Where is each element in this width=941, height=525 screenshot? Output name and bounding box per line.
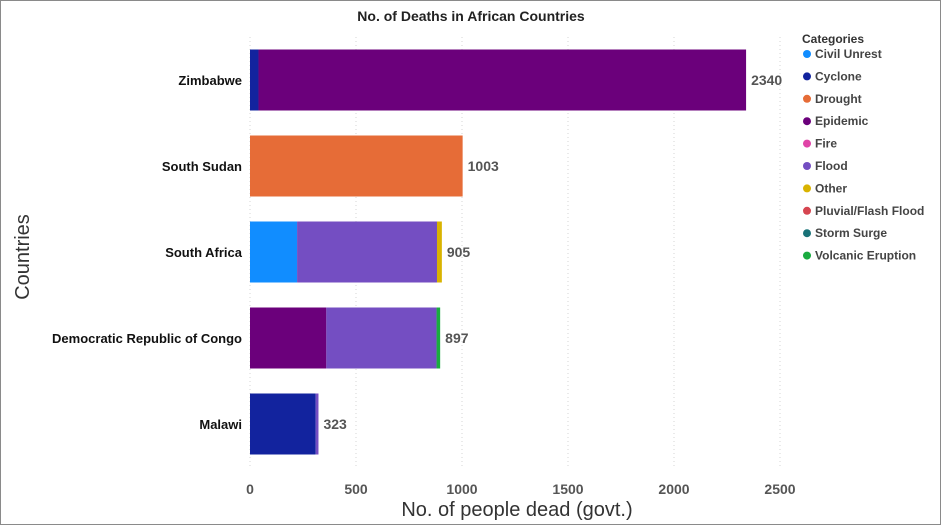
total-label-zimbabwe: 2340 [751, 72, 782, 88]
legend-marker [803, 229, 811, 238]
category-label-malawi: Malawi [199, 417, 242, 432]
legend-item-pluvial-flash-flood[interactable]: Pluvial/Flash Flood [803, 204, 924, 218]
legend-marker [803, 117, 811, 126]
legend-item-other[interactable]: Other [803, 181, 847, 195]
legend-item-fire[interactable]: Fire [803, 137, 837, 151]
y-axis-title: Countries [12, 214, 34, 300]
legend-items: Civil Unrest Cyclone Drought Epidemic Fire Fl… [803, 47, 924, 263]
legend-marker [803, 139, 811, 148]
legend-label: Pluvial/Flash Flood [815, 204, 924, 218]
bar-democratic-republic-of-congo-volcanic-eruption[interactable] [436, 307, 441, 369]
legend-marker [803, 251, 811, 260]
bar-south-sudan-drought[interactable] [250, 135, 463, 197]
x-tick-labels: 0 500 1000 1500 2000 2500 [246, 481, 796, 497]
x-tick-label: 1500 [552, 481, 583, 497]
category-label-south-sudan: South Sudan [162, 159, 242, 174]
legend-label: Flood [815, 159, 848, 173]
legend-item-volcanic-eruption[interactable]: Volcanic Eruption [803, 249, 916, 263]
legend-label: Other [815, 181, 847, 195]
bar-democratic-republic-of-congo-flood[interactable] [326, 307, 437, 369]
bar-malawi-cyclone[interactable] [250, 393, 316, 455]
legend-item-cyclone[interactable]: Cyclone [803, 69, 862, 83]
x-tick-label: 2000 [658, 481, 689, 497]
legend-item-civil-unrest[interactable]: Civil Unrest [803, 47, 882, 61]
chart-title: No. of Deaths in African Countries [357, 8, 585, 24]
bar-zimbabwe-cyclone[interactable] [250, 49, 259, 111]
legend-marker [803, 94, 811, 103]
legend-title: Categories [802, 32, 864, 46]
legend-label: Volcanic Eruption [815, 249, 916, 263]
bar-democratic-republic-of-congo-epidemic[interactable] [250, 307, 327, 369]
category-label-south-africa: South Africa [165, 245, 243, 260]
category-labels: Zimbabwe South Sudan South Africa Democrati… [52, 73, 243, 432]
x-tick-label: 2500 [764, 481, 795, 497]
total-label-south-africa: 905 [447, 244, 471, 260]
legend-marker [803, 50, 811, 58]
total-labels: 2340 1003 905 897 323 [323, 72, 782, 432]
legend-label: Fire [815, 137, 837, 151]
total-label-malawi: 323 [323, 416, 347, 432]
legend-label: Drought [815, 92, 862, 106]
x-tick-label: 500 [344, 481, 368, 497]
x-tick-label: 0 [246, 481, 254, 497]
bar-south-africa-civil-unrest[interactable] [250, 221, 298, 283]
category-label-zimbabwe: Zimbabwe [178, 73, 242, 88]
legend: Categories Civil Unrest Cyclone Drought Epi… [802, 32, 924, 263]
legend-item-drought[interactable]: Drought [803, 92, 862, 106]
legend-label: Storm Surge [815, 226, 887, 240]
legend-item-flood[interactable]: Flood [803, 159, 848, 173]
legend-label: Epidemic [815, 114, 869, 128]
x-tick-label: 1000 [446, 481, 477, 497]
legend-item-storm-surge[interactable]: Storm Surge [803, 226, 887, 240]
legend-item-epidemic[interactable]: Epidemic [803, 114, 869, 128]
legend-marker [803, 206, 811, 215]
total-label-democratic-republic-of-congo: 897 [445, 330, 469, 346]
bar-malawi-flood[interactable] [315, 393, 319, 455]
legend-label: Civil Unrest [815, 47, 882, 61]
bar-zimbabwe-epidemic[interactable] [258, 49, 747, 111]
bar-south-africa-other[interactable] [436, 221, 442, 283]
legend-marker [803, 162, 811, 170]
legend-marker [803, 72, 811, 81]
bar-south-africa-flood[interactable] [297, 221, 437, 283]
legend-marker [803, 184, 811, 193]
legend-label: Cyclone [815, 69, 862, 83]
bars [250, 49, 747, 455]
total-label-south-sudan: 1003 [468, 158, 499, 174]
category-label-democratic-republic-of-congo: Democratic Republic of Congo [52, 331, 242, 346]
x-axis-title: No. of people dead (govt.) [401, 499, 632, 521]
